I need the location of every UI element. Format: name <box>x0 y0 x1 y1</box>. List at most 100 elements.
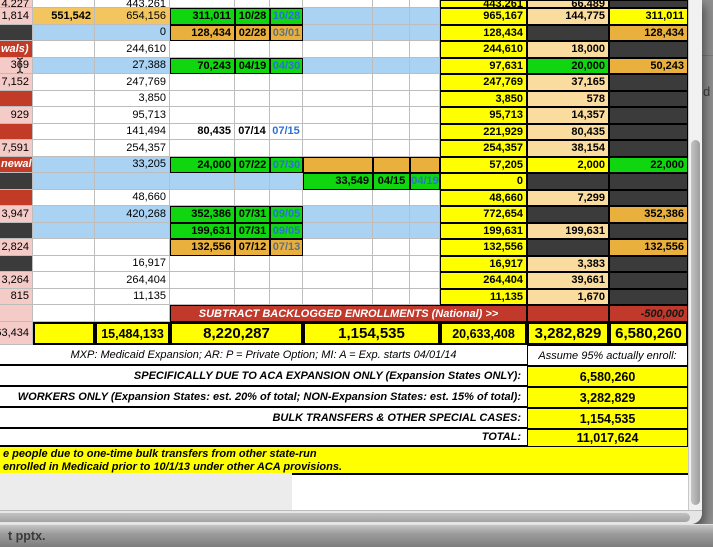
cell[interactable]: 369 <box>0 57 33 74</box>
cell[interactable] <box>303 272 373 289</box>
cell[interactable]: 128,434 <box>609 24 688 41</box>
cell[interactable] <box>410 272 440 289</box>
cell[interactable] <box>0 90 33 107</box>
cell[interactable] <box>235 0 270 8</box>
cell[interactable]: 24,000 <box>170 156 235 173</box>
cell[interactable]: SUBTRACT BACKLOGGED ENROLLMENTS (Nationa… <box>170 305 527 322</box>
cell[interactable] <box>303 156 373 173</box>
cell[interactable] <box>33 140 95 157</box>
cell[interactable] <box>303 8 373 25</box>
cell[interactable]: 3,850 <box>440 90 527 107</box>
cell[interactable] <box>373 189 410 206</box>
cell[interactable] <box>609 173 688 190</box>
cell[interactable] <box>527 305 609 322</box>
cell[interactable]: 80,435 <box>170 123 235 140</box>
cell[interactable] <box>373 239 410 256</box>
cell[interactable] <box>410 189 440 206</box>
cell[interactable]: SPECIFICALLY DUE TO ACA EXPANSION ONLY (… <box>0 366 527 387</box>
cell[interactable]: 37,165 <box>527 74 609 91</box>
cell[interactable] <box>170 272 235 289</box>
cell[interactable] <box>0 255 33 272</box>
cell[interactable] <box>170 107 235 124</box>
cell[interactable] <box>33 272 95 289</box>
cell[interactable]: 8,220,287 <box>170 322 303 345</box>
cell[interactable]: 22,000 <box>609 156 688 173</box>
cell[interactable]: 311,011 <box>170 8 235 25</box>
cell[interactable]: 97,631 <box>440 57 527 74</box>
cell[interactable]: 244,610 <box>95 41 170 58</box>
cell[interactable]: 3,947 <box>0 206 33 223</box>
cell[interactable] <box>0 222 33 239</box>
cell[interactable] <box>303 90 373 107</box>
cell[interactable]: 772,654 <box>440 206 527 223</box>
cell[interactable]: 3,264 <box>0 272 33 289</box>
cell[interactable]: 07/30 <box>270 156 303 173</box>
cell[interactable]: 7,591 <box>0 140 33 157</box>
cell[interactable]: 16,917 <box>440 255 527 272</box>
cell[interactable] <box>33 189 95 206</box>
cell[interactable]: 33,549 <box>303 173 373 190</box>
horizontal-scrollbar-thumb[interactable] <box>0 513 690 522</box>
cell[interactable]: 6,580,260 <box>609 322 688 345</box>
cell[interactable]: 2,824 <box>0 239 33 256</box>
cell[interactable]: 09/05 <box>270 222 303 239</box>
cell[interactable] <box>373 74 410 91</box>
cell[interactable] <box>33 255 95 272</box>
cell[interactable] <box>270 272 303 289</box>
cell[interactable]: 4,227 <box>0 0 33 8</box>
cell[interactable]: 11,135 <box>95 288 170 305</box>
cell[interactable]: enrolled in Medicaid prior to 10/1/13 un… <box>0 460 688 473</box>
cell[interactable]: 264,404 <box>95 272 170 289</box>
cell[interactable] <box>410 90 440 107</box>
cell[interactable]: 11,017,624 <box>527 429 688 447</box>
cell[interactable]: 244,610 <box>440 41 527 58</box>
cell[interactable]: 7,152 <box>0 74 33 91</box>
cell[interactable] <box>33 305 95 322</box>
cell[interactable] <box>410 41 440 58</box>
cell[interactable]: 95,713 <box>440 107 527 124</box>
cell[interactable]: 3,850 <box>95 90 170 107</box>
cell[interactable] <box>95 305 170 322</box>
cell[interactable] <box>303 74 373 91</box>
cell[interactable] <box>33 288 95 305</box>
cell[interactable] <box>303 107 373 124</box>
cell[interactable] <box>410 24 440 41</box>
cell[interactable]: 132,556 <box>440 239 527 256</box>
cell[interactable] <box>410 206 440 223</box>
cell[interactable] <box>373 107 410 124</box>
cell[interactable]: 6,580,260 <box>527 366 688 387</box>
cell[interactable]: 128,434 <box>440 24 527 41</box>
horizontal-scrollbar-track[interactable] <box>0 510 702 524</box>
cell[interactable]: 04/19 <box>235 57 270 74</box>
cell[interactable] <box>95 222 170 239</box>
cell[interactable] <box>373 0 410 8</box>
cell[interactable] <box>303 255 373 272</box>
cell[interactable]: 18,000 <box>527 41 609 58</box>
cell[interactable] <box>410 255 440 272</box>
cell[interactable]: 07/31 <box>235 206 270 223</box>
cell[interactable] <box>33 173 95 190</box>
cell[interactable]: 132,556 <box>170 239 235 256</box>
cell[interactable] <box>410 57 440 74</box>
cell[interactable]: BULK TRANSFERS & OTHER SPECIAL CASES: <box>0 408 527 429</box>
cell[interactable]: MXP: Medicaid Expansion; AR: P = Private… <box>0 345 527 366</box>
cell[interactable] <box>410 0 440 8</box>
cell[interactable] <box>609 255 688 272</box>
cell[interactable] <box>303 41 373 58</box>
cell[interactable]: 352,386 <box>170 206 235 223</box>
cell[interactable] <box>0 123 33 140</box>
cell[interactable]: 264,404 <box>440 272 527 289</box>
cell[interactable] <box>373 41 410 58</box>
cell[interactable] <box>33 0 95 8</box>
cell[interactable]: 221,929 <box>440 123 527 140</box>
cell[interactable] <box>527 206 609 223</box>
cell[interactable]: 654,156 <box>95 8 170 25</box>
cell[interactable]: 420,268 <box>95 206 170 223</box>
cell[interactable]: 3,282,829 <box>527 322 609 345</box>
cell[interactable] <box>270 90 303 107</box>
cell[interactable] <box>410 8 440 25</box>
cell[interactable]: 15,484,133 <box>95 322 170 345</box>
cell[interactable]: WORKERS ONLY (Expansion States: est. 20%… <box>0 387 527 408</box>
cell[interactable]: -500,000 <box>609 305 688 322</box>
cell[interactable] <box>373 272 410 289</box>
